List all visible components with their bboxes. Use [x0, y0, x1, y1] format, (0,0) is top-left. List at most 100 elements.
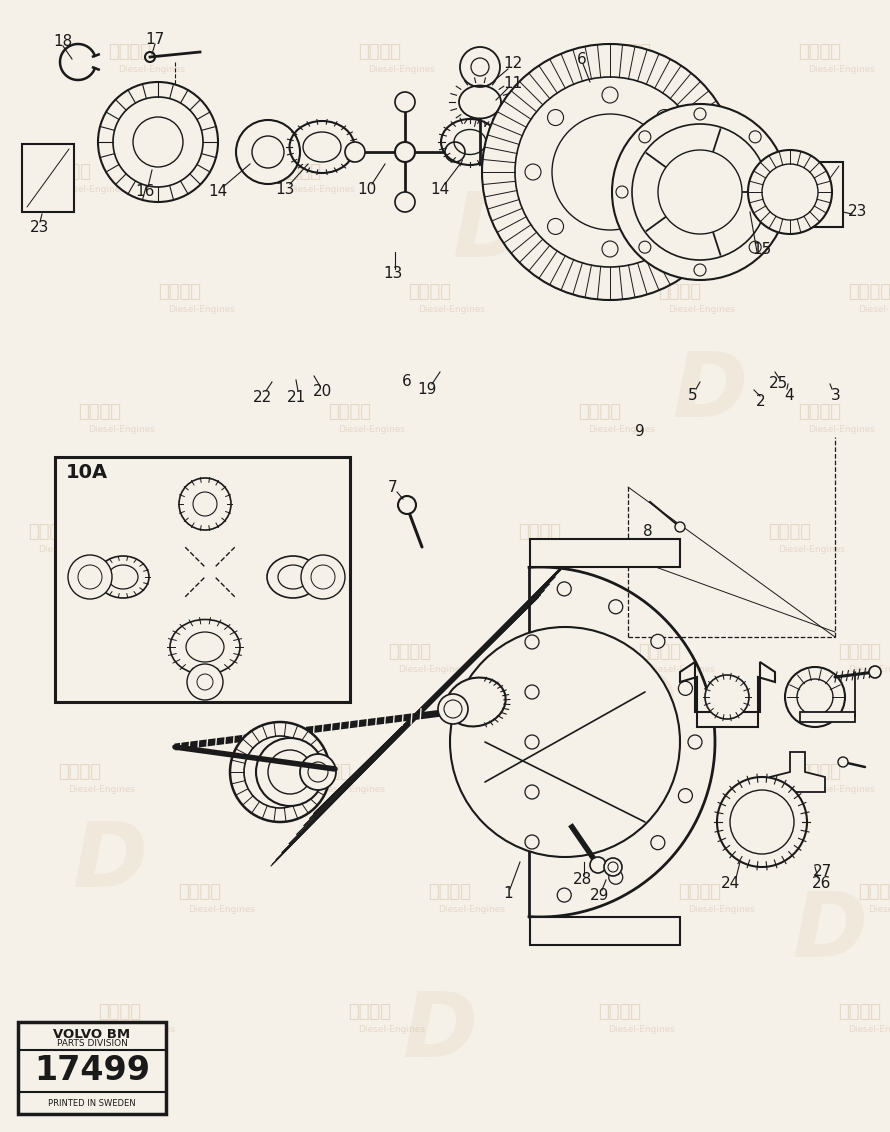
- Text: 12: 12: [504, 57, 522, 71]
- Circle shape: [639, 131, 651, 143]
- Circle shape: [612, 104, 788, 280]
- Circle shape: [438, 694, 468, 724]
- Circle shape: [651, 634, 665, 649]
- Circle shape: [450, 627, 680, 857]
- Text: D: D: [402, 988, 477, 1077]
- Text: D: D: [793, 887, 868, 976]
- Circle shape: [236, 120, 300, 185]
- Circle shape: [544, 122, 560, 138]
- Text: Diesel-Engines: Diesel-Engines: [848, 1026, 890, 1035]
- Text: 4: 4: [784, 387, 794, 403]
- Text: Diesel-Engines: Diesel-Engines: [548, 186, 616, 195]
- Circle shape: [748, 151, 832, 234]
- Text: Diesel-Engines: Diesel-Engines: [588, 426, 656, 435]
- Text: 25: 25: [768, 377, 788, 392]
- Circle shape: [311, 565, 335, 589]
- Text: 27: 27: [813, 865, 831, 880]
- Text: 9: 9: [635, 424, 645, 439]
- Circle shape: [604, 858, 622, 876]
- Text: 聚发动力: 聚发动力: [838, 1003, 881, 1021]
- Text: D: D: [673, 348, 748, 436]
- Text: 聚发动力: 聚发动力: [559, 763, 602, 781]
- Circle shape: [609, 600, 623, 614]
- Text: Diesel-Engines: Diesel-Engines: [189, 906, 255, 915]
- Text: 聚发动力: 聚发动力: [309, 763, 352, 781]
- Circle shape: [395, 192, 415, 212]
- Text: 26: 26: [813, 876, 831, 892]
- Text: D: D: [152, 508, 228, 597]
- Text: Diesel-Engines: Diesel-Engines: [149, 666, 215, 675]
- Text: Diesel-Engines: Diesel-Engines: [359, 1026, 425, 1035]
- Circle shape: [632, 125, 768, 260]
- Text: Diesel-Engines: Diesel-Engines: [439, 906, 506, 915]
- Text: Diesel-Engines: Diesel-Engines: [59, 186, 125, 195]
- Circle shape: [301, 555, 345, 599]
- Text: Diesel-Engines: Diesel-Engines: [399, 666, 465, 675]
- Text: 聚发动力: 聚发动力: [28, 523, 71, 541]
- Text: 8: 8: [643, 524, 652, 540]
- Circle shape: [471, 58, 489, 76]
- Circle shape: [445, 142, 465, 162]
- Circle shape: [197, 674, 213, 691]
- Circle shape: [797, 679, 833, 715]
- Text: 20: 20: [312, 385, 332, 400]
- Text: 聚发动力: 聚发动力: [659, 283, 701, 301]
- Circle shape: [869, 666, 881, 678]
- Text: 聚发动力: 聚发动力: [269, 523, 311, 541]
- Text: Diesel-Engines: Diesel-Engines: [848, 666, 890, 675]
- Text: 10: 10: [358, 181, 376, 197]
- Circle shape: [256, 738, 324, 806]
- Text: 24: 24: [720, 876, 740, 892]
- Circle shape: [608, 861, 618, 872]
- Text: 13: 13: [275, 181, 295, 197]
- Text: 29: 29: [590, 887, 610, 902]
- Text: Diesel-Engines: Diesel-Engines: [69, 786, 135, 795]
- Text: 聚发动力: 聚发动力: [99, 1003, 142, 1021]
- Text: Diesel-Engines: Diesel-Engines: [109, 1026, 175, 1035]
- Text: Diesel-Engines: Diesel-Engines: [619, 66, 685, 75]
- Circle shape: [525, 685, 539, 698]
- Text: 5: 5: [688, 387, 698, 403]
- Circle shape: [268, 751, 312, 794]
- Circle shape: [525, 735, 539, 749]
- Circle shape: [602, 87, 618, 103]
- Text: 18: 18: [53, 34, 73, 50]
- Text: Diesel-Engines: Diesel-Engines: [368, 66, 435, 75]
- Text: 19: 19: [417, 383, 437, 397]
- Text: 13: 13: [384, 266, 402, 282]
- Text: PARTS DIVISION: PARTS DIVISION: [57, 1039, 127, 1048]
- Circle shape: [300, 754, 336, 790]
- Circle shape: [705, 675, 749, 719]
- Circle shape: [679, 164, 695, 180]
- Circle shape: [460, 48, 500, 87]
- Text: Diesel-Engines: Diesel-Engines: [288, 186, 355, 195]
- Circle shape: [395, 142, 415, 162]
- Polygon shape: [770, 752, 825, 792]
- Text: Diesel-Engines: Diesel-Engines: [529, 546, 595, 555]
- Text: 聚发动力: 聚发动力: [578, 403, 621, 421]
- Text: Diesel-Engines: Diesel-Engines: [319, 786, 385, 795]
- Circle shape: [590, 857, 606, 873]
- Text: 14: 14: [431, 181, 449, 197]
- Circle shape: [230, 722, 330, 822]
- Circle shape: [609, 871, 623, 884]
- Ellipse shape: [447, 678, 506, 727]
- Text: 聚发动力: 聚发动力: [109, 43, 151, 61]
- Text: Diesel-Engines: Diesel-Engines: [808, 66, 876, 75]
- Text: Diesel-Engines: Diesel-Engines: [609, 1026, 676, 1035]
- Text: 22: 22: [254, 389, 272, 404]
- Text: 聚发动力: 聚发动力: [798, 43, 842, 61]
- Circle shape: [694, 108, 706, 120]
- Text: Diesel-Engines: Diesel-Engines: [88, 426, 156, 435]
- Text: Diesel-Engines: Diesel-Engines: [118, 66, 185, 75]
- Text: Diesel-Engines: Diesel-Engines: [869, 906, 890, 915]
- Text: 7: 7: [388, 480, 398, 495]
- Text: Diesel-Engines: Diesel-Engines: [38, 546, 106, 555]
- Circle shape: [525, 835, 539, 849]
- Text: 16: 16: [135, 185, 155, 199]
- Text: D: D: [73, 818, 148, 906]
- Text: 6: 6: [402, 375, 412, 389]
- Text: 聚发动力: 聚发动力: [428, 883, 472, 901]
- Circle shape: [762, 164, 818, 220]
- Circle shape: [78, 565, 102, 589]
